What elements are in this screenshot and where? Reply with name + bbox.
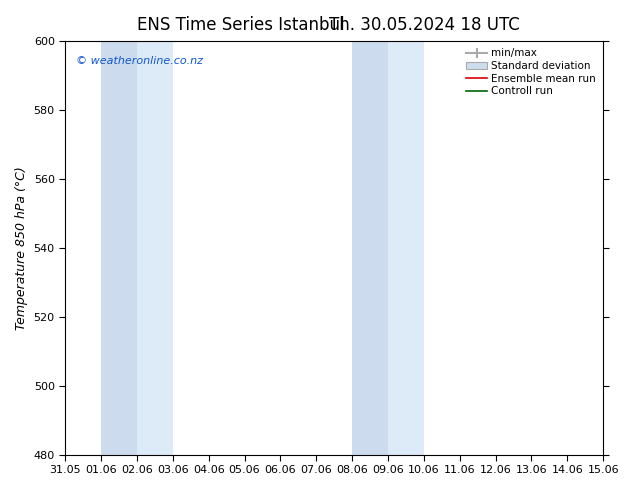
Bar: [603, 41, 621, 455]
Text: © weatheronline.co.nz: © weatheronline.co.nz: [76, 55, 203, 66]
Bar: [137, 41, 173, 455]
Bar: [388, 41, 424, 455]
Legend: min/max, Standard deviation, Ensemble mean run, Controll run: min/max, Standard deviation, Ensemble me…: [464, 46, 598, 98]
Text: Th. 30.05.2024 18 UTC: Th. 30.05.2024 18 UTC: [330, 16, 520, 34]
Bar: [352, 41, 388, 455]
Bar: [101, 41, 137, 455]
Text: ENS Time Series Istanbul: ENS Time Series Istanbul: [137, 16, 345, 34]
Y-axis label: Temperature 850 hPa (°C): Temperature 850 hPa (°C): [15, 166, 28, 330]
